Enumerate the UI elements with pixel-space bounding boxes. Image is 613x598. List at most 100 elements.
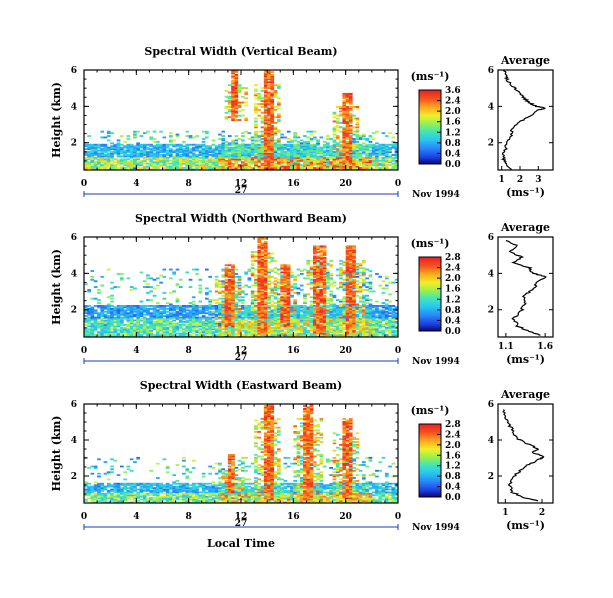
colorbar-band bbox=[419, 284, 441, 288]
x-tick-label: 0 bbox=[395, 512, 401, 522]
colorbar-band bbox=[419, 449, 441, 452]
colorbar-tick-label: 0.8 bbox=[445, 306, 461, 316]
profile-y-tick-label: 4 bbox=[488, 102, 494, 112]
chart-title: Spectral Width (Vertical Beam) bbox=[144, 45, 337, 58]
colorbar-tick-label: 2.4 bbox=[445, 430, 461, 440]
colorbar-unit: (ms⁻¹) bbox=[411, 404, 450, 417]
y-tick-label: 2 bbox=[71, 472, 77, 482]
colorbar-tick-label: 1.6 bbox=[445, 285, 461, 295]
colorbar-band bbox=[419, 290, 441, 293]
colorbar-band bbox=[419, 95, 441, 98]
colorbar-band bbox=[419, 308, 441, 312]
y-tick-label: 6 bbox=[71, 66, 77, 76]
colorbar-tick-label: 0.8 bbox=[445, 472, 461, 482]
profile-y-tick-label: 6 bbox=[488, 400, 494, 410]
profile-x-tick-label: 1 bbox=[499, 175, 505, 185]
colorbar-band bbox=[419, 310, 441, 313]
colorbar-band bbox=[419, 489, 441, 492]
colorbar-band bbox=[419, 125, 441, 128]
x-tick-label: 16 bbox=[287, 346, 300, 356]
colorbar: 2.82.42.01.61.20.80.40.0 bbox=[418, 253, 461, 337]
colorbar-band bbox=[419, 147, 441, 150]
colorbar-band bbox=[419, 117, 441, 121]
y-tick-label: 4 bbox=[71, 102, 77, 112]
profile-x-tick-label: 3 bbox=[535, 175, 541, 185]
colorbar-tick-label: 3.6 bbox=[445, 86, 461, 96]
colorbar-tick-label: 1.2 bbox=[445, 128, 461, 138]
profile-x-tick-label: 1.1 bbox=[498, 342, 514, 352]
y-axis-label: Height (km) bbox=[50, 82, 63, 158]
colorbar-band bbox=[419, 466, 441, 469]
colorbar-band bbox=[419, 305, 441, 308]
x-tick-label: 12 bbox=[235, 512, 248, 522]
colorbar-tick-label: 1.6 bbox=[445, 451, 461, 461]
colorbar-band bbox=[419, 123, 441, 126]
colorbar-band bbox=[419, 97, 441, 100]
colorbar-band bbox=[419, 425, 441, 428]
colorbar-tick-label: 0.8 bbox=[445, 139, 461, 149]
colorbar-band bbox=[419, 115, 441, 119]
colorbar-band bbox=[419, 442, 441, 445]
x-tick-label: 0 bbox=[395, 346, 401, 356]
profile-y-tick-label: 2 bbox=[488, 472, 494, 482]
colorbar-band bbox=[419, 319, 441, 323]
y-tick-label: 4 bbox=[71, 436, 77, 446]
colorbar-band bbox=[419, 160, 441, 163]
profile-y-tick-label: 4 bbox=[488, 269, 494, 279]
colorbar-band bbox=[419, 434, 441, 438]
colorbar-band bbox=[419, 143, 441, 146]
colorbar-band bbox=[419, 132, 441, 135]
colorbar-band bbox=[419, 134, 441, 137]
colorbar-band bbox=[419, 295, 441, 299]
profile-frame bbox=[497, 403, 554, 504]
colorbar-band bbox=[419, 294, 441, 297]
colorbar-band bbox=[419, 325, 441, 328]
colorbar-band bbox=[419, 273, 441, 276]
heatmap-cells-3 bbox=[84, 403, 399, 504]
colorbar-band bbox=[419, 154, 441, 158]
chart-title: Spectral Width (Eastward Beam) bbox=[140, 379, 342, 392]
y-tick-label: 4 bbox=[71, 269, 77, 279]
profile-x-tick-label: 2 bbox=[539, 508, 545, 518]
colorbar-band bbox=[419, 106, 441, 109]
heatmap-cells-1 bbox=[84, 69, 399, 171]
y-tick-label: 2 bbox=[71, 306, 77, 316]
colorbar-band bbox=[419, 110, 441, 113]
profile-x-tick-label: 1.6 bbox=[537, 342, 553, 352]
colorbar-band bbox=[419, 467, 441, 470]
colorbar-band bbox=[419, 486, 441, 489]
colorbar-band bbox=[419, 262, 441, 265]
x-axis-label: Local Time bbox=[207, 537, 275, 550]
colorbar-band bbox=[419, 475, 441, 478]
profile-frame bbox=[497, 236, 554, 338]
colorbar-band bbox=[419, 460, 441, 463]
colorbar-band bbox=[419, 141, 441, 145]
colorbar-band bbox=[419, 493, 441, 496]
x-tick-label: 8 bbox=[186, 512, 192, 522]
colorbar-band bbox=[419, 427, 441, 430]
date-label: 27 bbox=[235, 353, 248, 363]
x-tick-label: 4 bbox=[133, 346, 139, 356]
colorbar-band bbox=[419, 297, 441, 300]
colorbar: 2.82.42.01.61.20.80.40.0 bbox=[418, 420, 461, 503]
colorbar-tick-label: 2.0 bbox=[445, 107, 461, 117]
colorbar-band bbox=[419, 458, 441, 461]
colorbar-band bbox=[419, 138, 441, 141]
colorbar-band bbox=[419, 93, 441, 96]
colorbar-band bbox=[419, 480, 441, 483]
colorbar-tick-label: 0.4 bbox=[445, 483, 461, 493]
colorbar-band bbox=[419, 321, 441, 325]
x-tick-label: 4 bbox=[133, 179, 139, 189]
x-tick-label: 20 bbox=[339, 512, 352, 522]
profile-line bbox=[502, 409, 545, 502]
colorbar-band bbox=[419, 495, 441, 498]
colorbar-tick-label: 2.8 bbox=[445, 420, 461, 430]
colorbar-band bbox=[419, 487, 441, 491]
profile-y-tick-label: 2 bbox=[488, 306, 494, 316]
colorbar-band bbox=[419, 482, 441, 485]
colorbar-band bbox=[419, 101, 441, 104]
profile-y-tick-label: 6 bbox=[488, 233, 494, 243]
colorbar-band bbox=[419, 312, 441, 315]
colorbar-band bbox=[419, 156, 441, 159]
profile-title: Average bbox=[500, 221, 550, 234]
